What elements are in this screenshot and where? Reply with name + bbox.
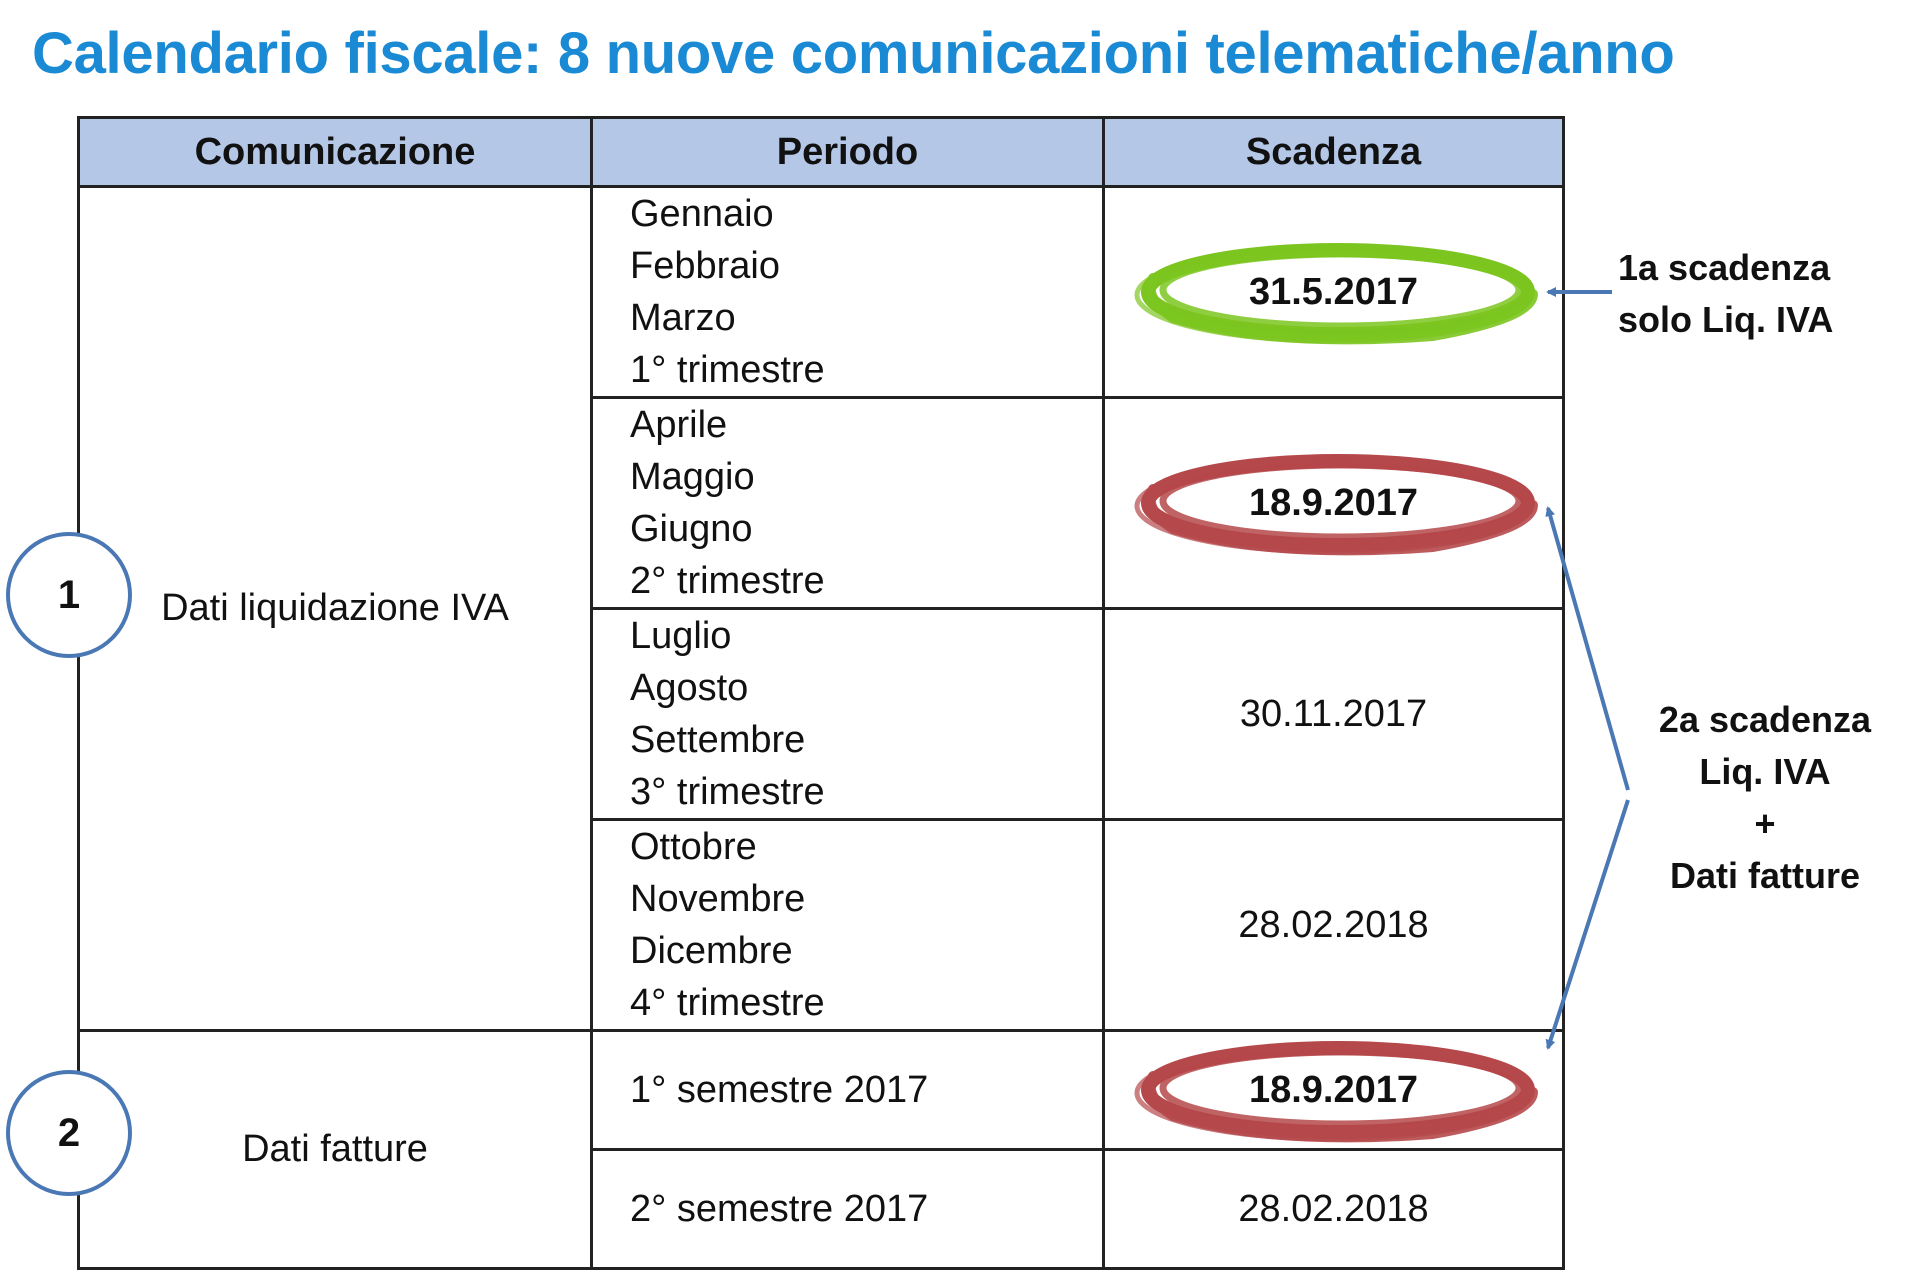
periodo-cell: Aprile Maggio Giugno 2° trimestre [592, 398, 1104, 609]
periodo-line: Settembre [630, 714, 1102, 766]
periodo-line: Aprile [630, 399, 1102, 451]
periodo-cell: 2° semestre 2017 [592, 1150, 1104, 1269]
note-first-deadline: 1a scadenza solo Liq. IVA [1618, 242, 1878, 346]
scadenza-date: 31.5.2017 [1249, 271, 1418, 313]
scadenza-date: 18.9.2017 [1249, 482, 1418, 524]
header-scadenza: Scadenza [1104, 118, 1564, 187]
periodo-cell: 1° semestre 2017 [592, 1031, 1104, 1150]
comunicazione-label: Dati liquidazione IVA [161, 587, 509, 629]
periodo-line: Novembre [630, 873, 1102, 925]
scadenza-cell: 28.02.2018 [1104, 1150, 1564, 1269]
periodo-line: Maggio [630, 451, 1102, 503]
comunicazione-cell: Dati liquidazione IVA [79, 187, 592, 1031]
periodo-line: 2° trimestre [630, 555, 1102, 607]
scadenza-date: 30.11.2017 [1240, 693, 1427, 735]
calendar-table: Comunicazione Periodo Scadenza Dati liqu… [77, 116, 1565, 1270]
periodo-line: Gennaio [630, 188, 1102, 240]
periodo-line: Giugno [630, 503, 1102, 555]
periodo-cell: Luglio Agosto Settembre 3° trimestre [592, 609, 1104, 820]
scadenza-cell: 30.11.2017 [1104, 609, 1564, 820]
scadenza-cell: 18.9.2017 [1104, 1031, 1564, 1150]
note-line: Dati fatture [1630, 850, 1900, 902]
periodo-line: Dicembre [630, 925, 1102, 977]
header-comunicazione: Comunicazione [79, 118, 592, 187]
periodo-cell: Gennaio Febbraio Marzo 1° trimestre [592, 187, 1104, 398]
periodo-line: Agosto [630, 662, 1102, 714]
table-row: Dati liquidazione IVA Gennaio Febbraio M… [79, 187, 1564, 398]
number-badge-1: 1 [6, 532, 132, 658]
number-badge-2: 2 [6, 1070, 132, 1196]
table-header-row: Comunicazione Periodo Scadenza [79, 118, 1564, 187]
scadenza-date: 28.02.2018 [1238, 1188, 1428, 1230]
periodo-line: 3° trimestre [630, 766, 1102, 818]
scadenza-date: 28.02.2018 [1238, 904, 1428, 946]
note-line: Liq. IVA [1630, 746, 1900, 798]
periodo-line: 2° semestre 2017 [630, 1183, 1102, 1235]
scadenza-cell: 31.5.2017 [1104, 187, 1564, 398]
note-line: + [1630, 798, 1900, 850]
periodo-line: 1° trimestre [630, 344, 1102, 396]
note-line: 1a scadenza [1618, 242, 1878, 294]
scadenza-date: 18.9.2017 [1249, 1069, 1418, 1111]
table-row: Dati fatture 1° semestre 2017 18.9.2017 [79, 1031, 1564, 1150]
scadenza-cell: 18.9.2017 [1104, 398, 1564, 609]
note-line: 2a scadenza [1630, 694, 1900, 746]
periodo-line: Marzo [630, 292, 1102, 344]
page-title: Calendario fiscale: 8 nuove comunicazion… [32, 20, 1674, 87]
comunicazione-cell: Dati fatture [79, 1031, 592, 1269]
periodo-cell: Ottobre Novembre Dicembre 4° trimestre [592, 820, 1104, 1031]
periodo-line: 1° semestre 2017 [630, 1064, 1102, 1116]
periodo-line: 4° trimestre [630, 977, 1102, 1029]
periodo-line: Febbraio [630, 240, 1102, 292]
note-line: solo Liq. IVA [1618, 294, 1878, 346]
scadenza-cell: 28.02.2018 [1104, 820, 1564, 1031]
header-periodo: Periodo [592, 118, 1104, 187]
periodo-line: Luglio [630, 610, 1102, 662]
comunicazione-label: Dati fatture [242, 1128, 428, 1170]
note-second-deadline: 2a scadenza Liq. IVA + Dati fatture [1630, 694, 1900, 902]
periodo-line: Ottobre [630, 821, 1102, 873]
